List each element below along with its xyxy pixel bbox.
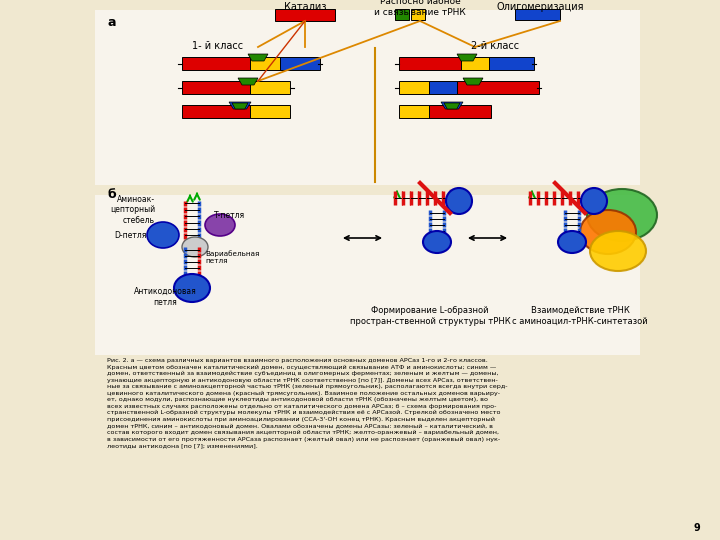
Text: D-петля: D-петля [114,231,147,240]
Bar [182,57,250,70]
Ellipse shape [446,188,472,214]
Text: б: б [107,188,116,201]
Text: 9: 9 [693,523,700,533]
Polygon shape [463,78,483,85]
Text: Олигомеризация: Олигомеризация [496,2,584,12]
Ellipse shape [558,231,586,253]
Bar [280,57,320,70]
Bar [250,57,280,70]
Ellipse shape [147,222,179,248]
Ellipse shape [587,189,657,241]
Bar [489,57,534,70]
Text: Катализ: Катализ [284,2,326,12]
Ellipse shape [205,214,235,236]
Ellipse shape [423,231,451,253]
Polygon shape [232,103,248,109]
Text: Антикодоновая
петля: Антикодоновая петля [134,287,197,307]
Bar [429,81,457,94]
Text: Вариабельная
петля: Вариабельная петля [205,250,259,264]
Text: Аминоак-
цепторный
стебель: Аминоак- цепторный стебель [110,195,155,225]
Bar [429,105,491,118]
Bar [395,9,409,20]
Text: 2-й класс: 2-й класс [471,41,519,51]
Bar [399,81,429,94]
Bar [250,81,290,94]
Bar [95,195,640,355]
Bar [182,81,250,94]
Bar [515,9,560,20]
Polygon shape [238,78,258,85]
Ellipse shape [581,188,607,214]
Text: Рис. 2. а — схема различных вариантов взаимного расположения основных доменов АР: Рис. 2. а — схема различных вариантов вз… [107,358,508,448]
Ellipse shape [182,237,208,257]
Ellipse shape [590,231,646,271]
Bar [461,57,489,70]
Bar [250,105,290,118]
Polygon shape [441,102,463,109]
Text: Распосно иабное
и связывание тРНК: Распосно иабное и связывание тРНК [374,0,466,17]
Bar [182,105,250,118]
Bar [275,9,335,21]
Bar [399,105,429,118]
Text: Формирование L-образной
простран-ственной структуры тРНК: Формирование L-образной простран-ственно… [350,306,510,326]
Polygon shape [248,54,268,61]
Ellipse shape [174,274,210,302]
Bar [399,57,461,70]
Text: Взаимодействие тРНК
с аминоацил-тРНК-синтетазой: Взаимодействие тРНК с аминоацил-тРНК-син… [512,306,648,326]
Text: 1- й класс: 1- й класс [192,41,243,51]
Ellipse shape [580,210,636,254]
Polygon shape [444,103,460,109]
Polygon shape [457,54,477,61]
Bar [457,81,539,94]
Text: а: а [107,16,115,29]
Polygon shape [229,102,251,109]
Bar [95,10,640,185]
Bar [411,9,425,20]
Text: Т-петля: Т-петля [215,211,246,219]
